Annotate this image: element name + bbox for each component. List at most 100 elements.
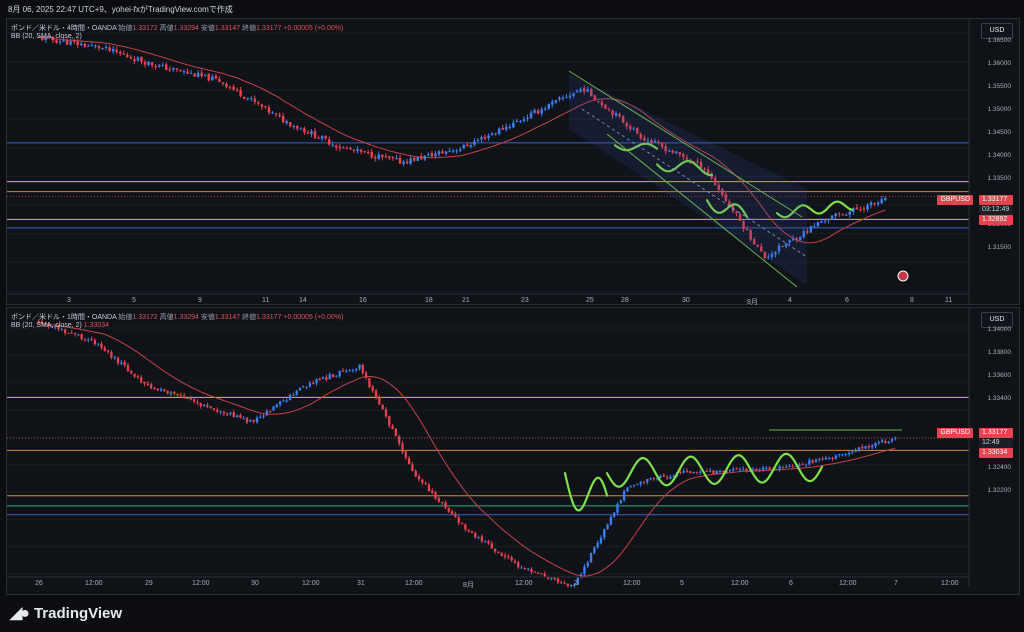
candle-body <box>546 576 550 579</box>
price-axis-label: 1.32400 <box>987 464 1012 471</box>
candle-body <box>657 141 660 144</box>
candle-body <box>458 149 462 151</box>
candle-body <box>327 139 331 145</box>
time-axis-label: 11 <box>262 297 270 304</box>
candle-body <box>157 65 161 67</box>
candle-body <box>176 393 179 396</box>
candle-body <box>253 98 257 102</box>
channel-mid-line <box>581 108 808 258</box>
price-axis-label: 1.34000 <box>987 326 1012 333</box>
chart-canvas-1h[interactable] <box>7 308 1019 594</box>
candle-body <box>880 440 884 443</box>
time-axis-label: 12:00 <box>941 580 959 587</box>
candle-body <box>450 511 454 514</box>
candle-body <box>126 365 130 372</box>
candle-body <box>831 458 834 460</box>
candle-body <box>216 409 219 412</box>
candle-body <box>607 109 611 111</box>
candle-body <box>225 83 228 87</box>
candle-body <box>619 500 622 504</box>
candle-body <box>880 199 883 204</box>
candle-body <box>710 174 713 179</box>
candle-body <box>561 97 565 99</box>
candle-body <box>306 132 310 134</box>
candle-body <box>632 128 636 130</box>
candle-body <box>359 149 363 152</box>
candle-body <box>391 425 394 430</box>
candle-body <box>575 90 579 93</box>
candle-body <box>699 161 703 168</box>
time-axis-label: 12:00 <box>192 580 210 587</box>
candle-body <box>785 466 788 468</box>
candle-body <box>94 45 97 47</box>
candle-body <box>543 108 547 110</box>
candle-body <box>110 352 113 358</box>
candle-body <box>767 256 770 258</box>
time-axis-label: 12:00 <box>302 580 320 587</box>
candle-body <box>857 447 861 451</box>
legend-bb-value: 1.33034 <box>83 322 110 329</box>
chart-panel-4h[interactable]: ポンド／米ドル・4時間・OANDA 始値1.33172 高値1.33294 安値… <box>6 18 1020 306</box>
candle-body <box>887 441 890 444</box>
candle-body <box>111 48 115 52</box>
currency-button[interactable]: USD <box>981 23 1013 39</box>
candle-body <box>533 571 536 573</box>
candle-body <box>845 214 848 216</box>
candle-body <box>427 484 431 492</box>
candle-body <box>503 555 507 557</box>
candle-body <box>560 582 563 584</box>
candle-body <box>140 377 143 383</box>
currency-button[interactable]: USD <box>981 312 1013 328</box>
candle-body <box>788 240 791 243</box>
candle-body <box>58 41 62 43</box>
candle-body <box>671 150 674 153</box>
candle-body <box>325 377 328 380</box>
candle-body <box>288 394 292 401</box>
candle-body <box>302 386 305 388</box>
candle-body <box>115 49 118 53</box>
candle-body <box>565 97 568 99</box>
candle-body <box>221 82 225 84</box>
candle-body <box>745 229 749 231</box>
candle-body <box>649 478 652 480</box>
candle-body <box>738 469 742 471</box>
chart-canvas-4h[interactable] <box>7 19 1019 304</box>
candle-body <box>618 113 621 117</box>
candle-body <box>568 95 572 98</box>
tradingview-logo[interactable]: ◢● TradingView <box>10 603 122 623</box>
candle-body <box>374 390 378 398</box>
candle-body <box>381 404 384 410</box>
countdown-tag: 03:12:49 <box>979 205 1013 215</box>
candle-body <box>214 75 218 79</box>
candle-body <box>593 547 596 553</box>
chart-panel-1h[interactable]: ポンド／米ドル・1時間・OANDA 始値1.33172 高値1.33294 安値… <box>6 307 1020 595</box>
candle-body <box>83 43 87 47</box>
candle-body <box>342 147 345 149</box>
candle-body <box>179 69 182 72</box>
candle-body <box>150 62 154 66</box>
candle-body <box>497 551 500 553</box>
candle-body <box>717 184 721 190</box>
candle-body <box>165 64 168 70</box>
candle-body <box>869 202 873 206</box>
time-axis-label: 12:00 <box>839 580 857 587</box>
price-axis-label: 1.35500 <box>987 83 1012 90</box>
candle-body <box>547 104 551 109</box>
candle-body <box>412 157 416 161</box>
time-axis-label: 21 <box>462 297 470 304</box>
candle-body <box>813 226 816 228</box>
candle-body <box>628 126 632 130</box>
candle-body <box>409 158 412 164</box>
candle-body <box>228 87 232 89</box>
candle-body <box>116 357 120 364</box>
candle-body <box>335 145 338 148</box>
candle-body <box>523 568 527 570</box>
candle-body <box>536 572 540 574</box>
candle-body <box>133 59 136 62</box>
price-tag: 1.33177 <box>979 428 1013 438</box>
candle-body <box>722 470 725 473</box>
candle-body <box>791 466 794 468</box>
candle-body <box>696 161 699 163</box>
candle-body <box>760 246 763 252</box>
candle-body <box>260 104 264 107</box>
